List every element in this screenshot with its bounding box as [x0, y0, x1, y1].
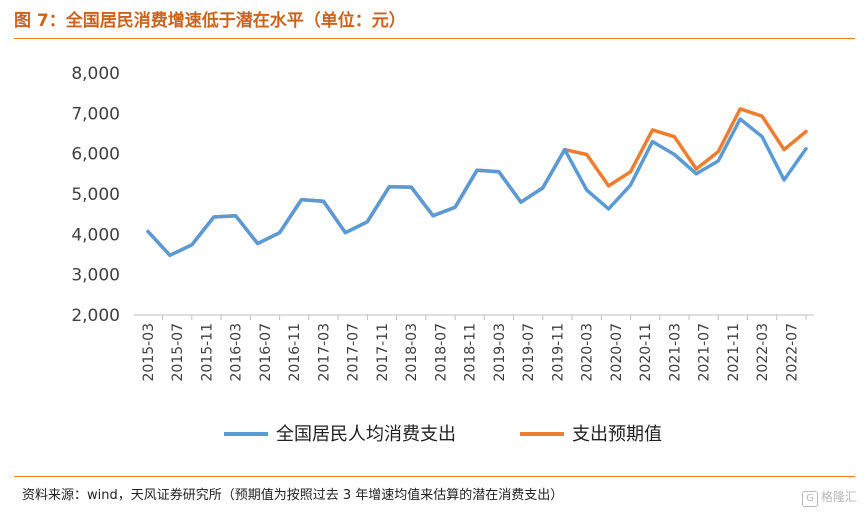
y-tick-label: 7,000 [71, 104, 120, 124]
x-tick-label: 2015-07 [170, 323, 186, 382]
x-tick-label: 2017-11 [375, 323, 391, 382]
x-tick-label: 2021-03 [667, 323, 683, 382]
plot-lines [146, 107, 808, 258]
title-divider [14, 38, 855, 39]
legend-label: 支出预期值 [572, 424, 662, 445]
x-tick-label: 2022-07 [784, 323, 800, 382]
y-tick-label: 5,000 [71, 185, 120, 205]
y-tick-label: 3,000 [71, 266, 120, 286]
source-note: 资料来源：wind，天风证券研究所（预期值为按照过去 3 年增速均值来估算的潜在… [22, 488, 564, 503]
x-tick-label: 2016-07 [258, 323, 274, 382]
x-tick-label: 2022-03 [755, 323, 771, 382]
watermark-logo-icon: G [801, 491, 818, 507]
x-tick-label: 2021-07 [697, 323, 713, 382]
x-tick-label: 2015-03 [141, 323, 157, 382]
chart-title: 图 7：全国居民消费增速低于潜在水平（单位：元） [14, 11, 406, 31]
watermark: G 格隆汇 [801, 488, 857, 507]
y-tick-label: 6,000 [71, 145, 120, 165]
y-axis: 8,000 7,000 6,000 5,000 4,000 3,000 2,000 [71, 64, 120, 326]
legend-item-expected: 支出预期值 [520, 424, 662, 445]
x-tick-label: 2019-07 [521, 323, 537, 382]
x-tick-label: 2018-11 [463, 323, 479, 382]
x-tick-label: 2020-07 [609, 323, 625, 382]
x-tick-label: 2016-03 [229, 323, 245, 382]
source-divider [14, 476, 855, 477]
y-tick-label: 4,000 [71, 225, 120, 245]
line-chart: 8,000 7,000 6,000 5,000 4,000 3,000 2,000 2015… [71, 64, 814, 445]
legend: 全国居民人均消费支出 支出预期值 [224, 424, 662, 445]
y-tick-label: 8,000 [71, 64, 120, 84]
x-tick-label: 2019-03 [492, 323, 508, 382]
series-line-expected [146, 107, 808, 258]
x-tick-label: 2015-11 [199, 323, 215, 382]
legend-label: 全国居民人均消费支出 [276, 424, 456, 445]
series-line-actual [146, 117, 808, 258]
x-tick-label: 2019-11 [550, 323, 566, 382]
x-tick-label: 2021-11 [726, 323, 742, 382]
x-tick-label: 2018-07 [433, 323, 449, 382]
y-tick-label: 2,000 [71, 306, 120, 326]
x-tick-label: 2017-07 [346, 323, 362, 382]
legend-item-actual: 全国居民人均消费支出 [224, 424, 456, 445]
x-tick-label: 2020-11 [638, 323, 654, 382]
x-tick-label: 2017-03 [316, 323, 332, 382]
x-tick-label: 2018-03 [404, 323, 420, 382]
watermark-text: 格隆汇 [820, 490, 857, 504]
x-tick-label: 2020-03 [580, 323, 596, 382]
x-axis: 2015-03 2015-07 2015-11 2016-03 2016-07 2016-… [134, 314, 814, 382]
x-tick-label: 2016-11 [287, 323, 303, 382]
